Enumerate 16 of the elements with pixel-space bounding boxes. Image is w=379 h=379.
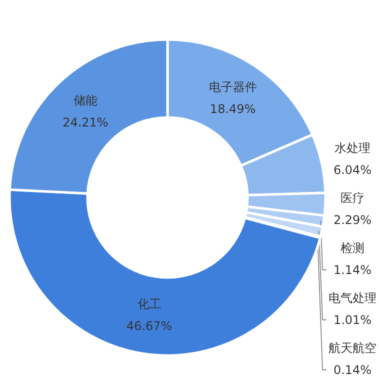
- slice-label: 电子器件: [208, 80, 257, 94]
- data-label: 0.14%: [333, 362, 372, 377]
- data-label: 24.21%: [62, 115, 108, 130]
- data-label: 1.14%: [333, 262, 372, 277]
- data-label: 6.04%: [333, 162, 372, 177]
- slice-label: 航天航空: [328, 340, 376, 355]
- data-label: 1.01%: [333, 312, 372, 327]
- slice-label: 化工: [137, 297, 162, 312]
- data-label: 18.49%: [210, 102, 256, 116]
- slice-label: 储能: [73, 93, 98, 108]
- slice-label: 水处理: [334, 140, 370, 155]
- slice-label: 医疗: [340, 190, 364, 205]
- data-label: 2.29%: [333, 212, 372, 227]
- slice-label: 检测: [340, 240, 364, 255]
- slice-label: 电气处理: [328, 290, 376, 305]
- data-label: 46.67%: [126, 319, 172, 334]
